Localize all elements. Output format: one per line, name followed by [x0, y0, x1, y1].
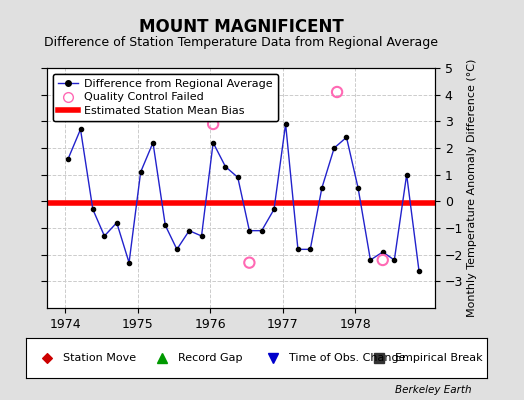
- Y-axis label: Monthly Temperature Anomaly Difference (°C): Monthly Temperature Anomaly Difference (…: [467, 59, 477, 317]
- Point: [209, 121, 217, 127]
- Text: MOUNT MAGNIFICENT: MOUNT MAGNIFICENT: [139, 18, 343, 36]
- Point: [378, 257, 387, 263]
- Point: [245, 260, 254, 266]
- Text: Empirical Break: Empirical Break: [395, 353, 483, 363]
- Legend: Difference from Regional Average, Quality Control Failed, Estimated Station Mean: Difference from Regional Average, Qualit…: [53, 74, 278, 121]
- Text: Record Gap: Record Gap: [178, 353, 243, 363]
- Point: [333, 89, 341, 95]
- Text: Berkeley Earth: Berkeley Earth: [395, 385, 472, 395]
- Text: Difference of Station Temperature Data from Regional Average: Difference of Station Temperature Data f…: [44, 36, 438, 49]
- Text: Time of Obs. Change: Time of Obs. Change: [289, 353, 406, 363]
- Text: Station Move: Station Move: [63, 353, 136, 363]
